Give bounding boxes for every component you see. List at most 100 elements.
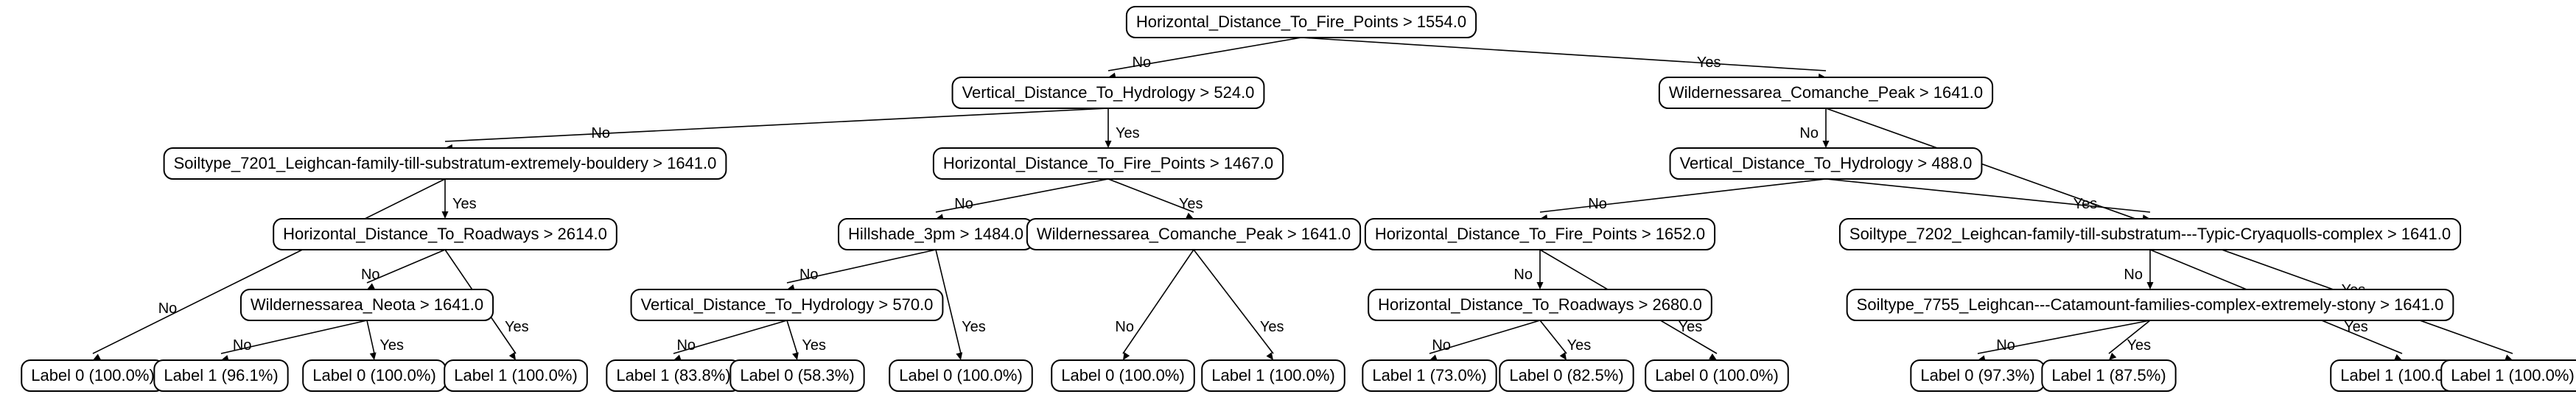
edge-label-yes: Yes xyxy=(505,319,529,335)
edge-arrowhead xyxy=(2109,352,2117,360)
node-label: Horizontal_Distance_To_Fire_Points > 155… xyxy=(1136,13,1466,31)
decision-node: Wildernessarea_Comanche_Peak > 1641.0 xyxy=(1026,218,1362,250)
decision-node: Vertical_Distance_To_Hydrology > 524.0 xyxy=(951,77,1265,109)
node-label: Horizontal_Distance_To_Roadways > 2614.0 xyxy=(283,225,607,243)
edge-label-no: No xyxy=(676,337,696,354)
edge-arrowhead xyxy=(1266,352,1273,360)
node-box xyxy=(630,289,944,321)
edge-arrowhead xyxy=(369,352,377,360)
leaf-node: Label 0 (100.0%) xyxy=(302,359,447,392)
node-box xyxy=(444,359,588,392)
node-label: Vertical_Distance_To_Hydrology > 488.0 xyxy=(1680,154,1973,172)
edge-arrowhead xyxy=(1123,352,1130,360)
edge-arrowhead xyxy=(1105,141,1112,148)
leaf-node: Label 1 (73.0%) xyxy=(1362,359,1497,392)
edge-label-no: No xyxy=(1115,319,1134,335)
edge-line xyxy=(1107,37,1302,71)
node-box xyxy=(239,289,494,321)
edge-arrowhead xyxy=(2505,354,2513,361)
edge-line xyxy=(444,108,1109,142)
node-label: Label 0 (100.0%) xyxy=(312,366,436,384)
edge-label-no: No xyxy=(361,267,380,283)
edge-arrowhead xyxy=(1559,352,1567,360)
edge-arrowhead xyxy=(2394,354,2402,361)
decision-node: Vertical_Distance_To_Hydrology > 570.0 xyxy=(630,289,944,321)
node-box xyxy=(1051,359,1195,392)
decision-node: Soiltype_7201_Leighcan-family-till-subst… xyxy=(163,147,727,180)
node-box xyxy=(889,359,1033,392)
edge-arrowhead xyxy=(508,352,516,360)
node-label: Label 0 (100.0%) xyxy=(31,366,155,384)
leaf-node: Label 1 (87.5%) xyxy=(2041,359,2177,392)
leaf-node: Label 1 (100.0%) xyxy=(2440,359,2576,392)
decision-node: Horizontal_Distance_To_Roadways > 2614.0 xyxy=(273,218,617,250)
node-label: Label 1 (87.5%) xyxy=(2051,366,2166,384)
edge-label-no: No xyxy=(954,196,973,212)
decision-node: Wildernessarea_Neota > 1641.0 xyxy=(239,289,494,321)
node-label: Wildernessarea_Neota > 1641.0 xyxy=(251,295,483,314)
edge-line xyxy=(1301,37,1827,71)
node-box xyxy=(2440,359,2576,392)
edge-line xyxy=(1122,249,1194,354)
node-label: Wildernessarea_Comanche_Peak > 1641.0 xyxy=(1037,225,1351,243)
edge-arrowhead xyxy=(93,354,101,360)
node-box xyxy=(729,359,865,392)
edge-label-no: No xyxy=(2124,267,2143,283)
node-label: Horizontal_Distance_To_Roadways > 2680.0 xyxy=(1378,295,1702,314)
node-box xyxy=(163,147,727,180)
node-box xyxy=(1368,289,1712,321)
edge-arrowhead xyxy=(441,211,449,219)
node-label: Label 0 (82.5%) xyxy=(1509,366,1623,384)
edge-arrowhead xyxy=(956,352,963,360)
decision-node: Horizontal_Distance_To_Fire_Points > 146… xyxy=(932,147,1284,180)
edge-label-no: No xyxy=(158,301,178,317)
edge-label-no: No xyxy=(1588,196,1607,212)
edge-arrowhead xyxy=(1536,282,1544,289)
node-box xyxy=(1645,359,1789,392)
node-label: Label 0 (100.0%) xyxy=(899,366,1023,384)
leaf-node: Label 0 (100.0%) xyxy=(21,359,165,392)
node-label: Soiltype_7201_Leighcan-family-till-subst… xyxy=(174,154,717,172)
leaf-node: Label 0 (97.3%) xyxy=(1910,359,2045,392)
node-box xyxy=(1026,218,1362,250)
leaf-node: Label 0 (100.0%) xyxy=(889,359,1033,392)
leaf-node: Label 0 (100.0%) xyxy=(1645,359,1789,392)
edge-line xyxy=(1429,320,1541,354)
edge-line xyxy=(2108,320,2151,354)
node-label: Vertical_Distance_To_Hydrology > 570.0 xyxy=(641,295,934,314)
edge-line xyxy=(366,249,446,284)
decision-node: Wildernessarea_Comanche_Peak > 1641.0 xyxy=(1658,77,1994,109)
decision-node: Soiltype_7755_Leighcan---Catamount-famil… xyxy=(1846,289,2454,321)
node-box xyxy=(1846,289,2454,321)
node-label: Label 1 (73.0%) xyxy=(1372,366,1486,384)
edge-arrowhead xyxy=(673,354,682,361)
node-label: Label 1 (100.0%) xyxy=(2451,366,2575,384)
node-label: Label 0 (100.0%) xyxy=(1061,366,1185,384)
node-label: Soiltype_7755_Leighcan---Catamount-famil… xyxy=(1857,295,2444,314)
edge-line xyxy=(1539,178,1827,213)
leaf-node: Label 1 (100.0%) xyxy=(444,359,588,392)
leaf-node: Label 1 (96.1%) xyxy=(153,359,289,392)
node-box xyxy=(1201,359,1345,392)
decision-node: Horizontal_Distance_To_Fire_Points > 165… xyxy=(1364,218,1716,250)
edge-label-yes: Yes xyxy=(1567,337,1592,354)
edge-labels-layer: No Yes No Yes No Yes No Yes No Yes No Yes No Yes No Yes… xyxy=(158,55,2368,354)
decision-node: Vertical_Distance_To_Hydrology > 488.0 xyxy=(1669,147,1983,180)
edge-label-yes: Yes xyxy=(1116,125,1140,141)
edge-label-yes: Yes xyxy=(1179,196,1203,212)
leaf-node: Label 0 (100.0%) xyxy=(1051,359,1195,392)
edge-label-no: No xyxy=(1432,337,1451,354)
node-box xyxy=(2041,359,2177,392)
edge-label-no: No xyxy=(1996,337,2015,354)
edge-line xyxy=(935,249,962,354)
edge-arrowhead xyxy=(1429,354,1438,361)
node-label: Hillshade_3pm > 1484.0 xyxy=(848,225,1023,243)
edge-line xyxy=(1539,320,1567,354)
edge-arrowhead xyxy=(1709,353,1717,360)
edge-label-yes: Yes xyxy=(2073,196,2098,212)
edge-label-yes: Yes xyxy=(2127,337,2152,354)
edge-label-no: No xyxy=(1513,267,1533,283)
nodes-layer: Horizontal_Distance_To_Fire_Points > 155… xyxy=(21,6,2576,392)
edge-line xyxy=(935,178,1109,213)
